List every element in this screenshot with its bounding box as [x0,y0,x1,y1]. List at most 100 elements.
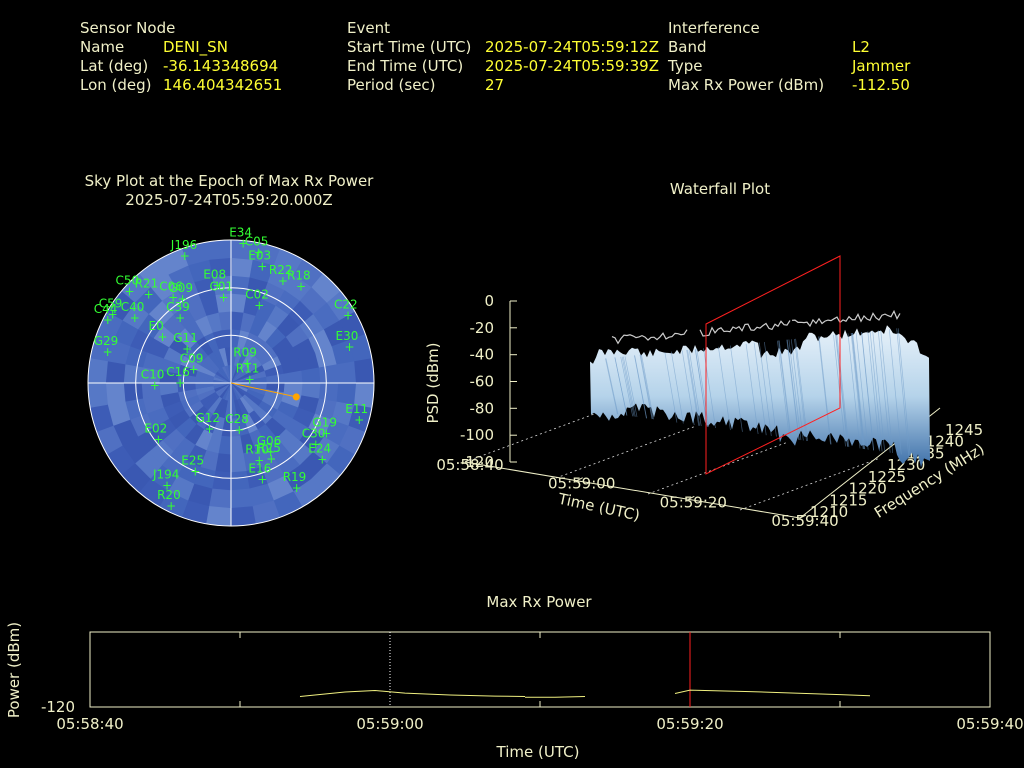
time-tick-mark [464,458,472,463]
sky-cell [215,293,232,313]
satellite-label: G12 [196,411,221,425]
sky-cell [311,273,342,304]
sky-cell [248,336,267,356]
sky-plot: Sky Plot at the Epoch of Max Rx Power 20… [85,172,375,527]
waterfall-time-label: Time (UTC) [556,489,642,524]
psd-shade [818,336,831,445]
psd-shade [745,343,759,435]
satellite-label: G29 [94,334,119,348]
sky-cell [236,416,250,437]
sky-cell [212,383,231,390]
sky-cell [348,333,373,363]
sky-cell [258,400,278,419]
sky-cell [218,311,232,331]
satellite-marker: + [190,464,200,478]
x-tick-label: 05:59:00 [356,715,423,733]
sky-cell [196,364,216,377]
satellite-label: R18 [287,269,311,283]
time-tick-label: 05:58:40 [436,456,503,474]
satellite-label: J196 [170,238,197,252]
sky-cell [221,418,231,438]
sky-cell [277,401,299,420]
max-rx-power-title: Max Rx Power [486,593,592,611]
psd-shade [897,328,911,456]
sky-cell [219,367,231,383]
sky-cell [216,383,231,398]
sky-cell [159,247,190,275]
max-rx-power-x-label: Time (UTC) [496,743,580,761]
satellite-marker: + [321,427,331,441]
sky-cell [141,382,161,399]
psd-shade [696,348,710,428]
sky-cell [298,352,320,372]
satellite-marker: + [343,309,353,323]
psd-shade [778,340,791,439]
sky-cell [194,382,214,390]
satellite-label: C02 [245,287,269,301]
sky-cell [180,394,200,411]
sky-cell [244,359,263,375]
satellite-label: J194 [152,467,179,481]
sky-cell [106,444,136,476]
sky-cell [253,406,273,425]
sky-cell [252,241,282,266]
sky-cell [212,376,231,383]
sky-cell [261,395,282,411]
psd-shade [778,340,792,439]
psd-shade [664,352,678,423]
sky-cell [176,373,196,383]
sky-cell [224,346,232,366]
satellite-label: C05 [245,234,269,248]
satellite-label: C28 [225,412,249,426]
sky-cell [244,391,263,407]
sky-cell [224,364,231,383]
satellite-label: G06 [257,434,282,448]
sky-plot-title: Sky Plot at the Epoch of Max Rx Power [85,172,375,190]
waterfall-z-label: PSD (dBm) [424,342,442,423]
sky-cell [146,337,170,359]
satellite-label: C16 [166,365,190,379]
sky-cell [137,478,169,508]
sky-cell [209,257,233,278]
z-tick-label: -40 [470,346,495,364]
sky-cell [230,400,238,420]
sky-cell [184,347,204,366]
sky-cell [168,264,196,291]
sky-cell [206,312,223,333]
sky-cell [212,382,231,387]
sky-cell [213,373,231,383]
freq-tick-label: 1225 [868,468,906,486]
satellite-marker: + [189,362,199,376]
sky-cell [216,368,231,383]
sky-cell [299,427,325,453]
psd-shade [605,358,618,415]
sky-cell [89,403,114,433]
sky-cell [215,371,231,383]
sky-cell [231,364,238,383]
sky-cell [255,298,277,322]
psd-shade [872,330,886,452]
sky-cell [106,289,136,321]
sky-cell [230,471,250,491]
sky-cell [175,417,197,439]
x-tick-label: 05:59:20 [656,715,723,733]
sky-cell [266,383,286,393]
sky-cell [205,433,222,454]
max-rx-power-frame [89,631,991,708]
satellite-label: E08 [203,267,226,281]
sky-cell [138,258,170,288]
psd-shade [687,349,700,426]
time-tick-label: 05:59:40 [771,512,838,530]
psd-shade [695,349,708,427]
psd-shade [790,339,804,441]
sky-cell [120,462,151,493]
satellite-label: C10 [141,368,165,382]
end-time-value: 2025-07-24T05:59:39Z [485,57,659,75]
lat-value: -36.143348694 [163,57,279,75]
psd-shade [835,334,848,447]
psd-shade [786,339,800,440]
sky-cell [273,248,304,276]
sky-cell [231,383,246,398]
sky-cell [184,320,205,342]
sky-cell [221,328,232,348]
